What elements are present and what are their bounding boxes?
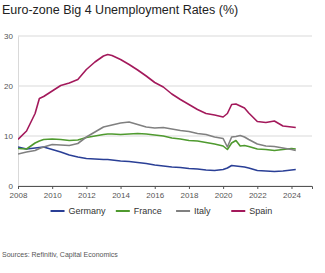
x-tick-label: 2024 bbox=[283, 191, 301, 200]
title: Euro-zone Big 4 Unemployment Rates (%) bbox=[2, 3, 238, 17]
x-tick-label: 2014 bbox=[112, 191, 130, 200]
x-axis: 2008 2010 2012 2014 2016 2018 2020 2022 2024 bbox=[10, 186, 313, 200]
series-line bbox=[18, 55, 296, 140]
grid-line bbox=[18, 36, 312, 37]
legend-swatch bbox=[176, 210, 190, 212]
x-tick-label: 2008 bbox=[10, 191, 28, 200]
x-tick-mark bbox=[291, 186, 292, 189]
y-axis: 0102030 bbox=[4, 32, 18, 191]
x-tick: 2018 bbox=[181, 186, 199, 200]
y-tick: 10 bbox=[4, 132, 18, 141]
x-tick: 2024 bbox=[283, 186, 301, 200]
x-tick: 2022 bbox=[249, 186, 267, 200]
x-tick: 2020 bbox=[215, 186, 233, 200]
x-tick-mark bbox=[223, 186, 224, 189]
legend-label: Germany bbox=[69, 206, 107, 216]
x-tick-label: 2022 bbox=[249, 191, 267, 200]
x-tick-label: 2020 bbox=[215, 191, 233, 200]
x-tick: 2012 bbox=[78, 186, 96, 200]
x-tick-mark bbox=[86, 186, 87, 189]
y-tick: 30 bbox=[4, 32, 18, 41]
x-tick: 2008 bbox=[10, 186, 28, 200]
lines bbox=[18, 55, 296, 172]
legend-item: Germany bbox=[51, 206, 107, 216]
x-tick-label: 2016 bbox=[146, 191, 164, 200]
legend-item: France bbox=[116, 206, 162, 216]
y-tick: 20 bbox=[4, 82, 18, 91]
x-tick: 2014 bbox=[112, 186, 130, 200]
legend-swatch bbox=[116, 210, 130, 212]
legend-item: Italy bbox=[176, 206, 211, 216]
y-tick-label: 20 bbox=[4, 82, 13, 91]
legend: Germany France Italy Spain bbox=[51, 206, 273, 216]
chart: Euro-zone Big 4 Unemployment Rates (%)01… bbox=[0, 0, 325, 273]
x-tick-label: 2012 bbox=[78, 191, 96, 200]
series-line bbox=[18, 122, 296, 154]
legend-swatch bbox=[51, 210, 65, 212]
x-tick-mark bbox=[189, 186, 190, 189]
source: Sources: Refinitiv, Capital Economics bbox=[2, 251, 118, 259]
x-tick: 2016 bbox=[146, 186, 164, 200]
legend-swatch bbox=[231, 210, 245, 212]
legend-item: Spain bbox=[231, 206, 272, 216]
x-tick-mark bbox=[121, 186, 122, 189]
x-tick-label: 2018 bbox=[181, 191, 199, 200]
x-tick-label: 2010 bbox=[44, 191, 62, 200]
plot: 0102030200820102012201420162018202020222… bbox=[4, 32, 312, 200]
y-axis-line bbox=[18, 37, 19, 187]
grid bbox=[18, 36, 312, 186]
legend-label: Italy bbox=[194, 206, 211, 216]
legend-label: France bbox=[134, 206, 162, 216]
legend-label: Spain bbox=[249, 206, 272, 216]
x-axis-line bbox=[19, 187, 313, 190]
x-tick: 2010 bbox=[44, 186, 62, 200]
y-tick-label: 10 bbox=[4, 132, 13, 141]
series-line bbox=[18, 147, 296, 172]
x-tick-mark bbox=[52, 186, 53, 189]
y-tick-label: 30 bbox=[4, 32, 13, 41]
x-tick-mark bbox=[18, 186, 19, 189]
x-tick-mark bbox=[257, 186, 258, 189]
x-tick-mark bbox=[155, 186, 156, 189]
